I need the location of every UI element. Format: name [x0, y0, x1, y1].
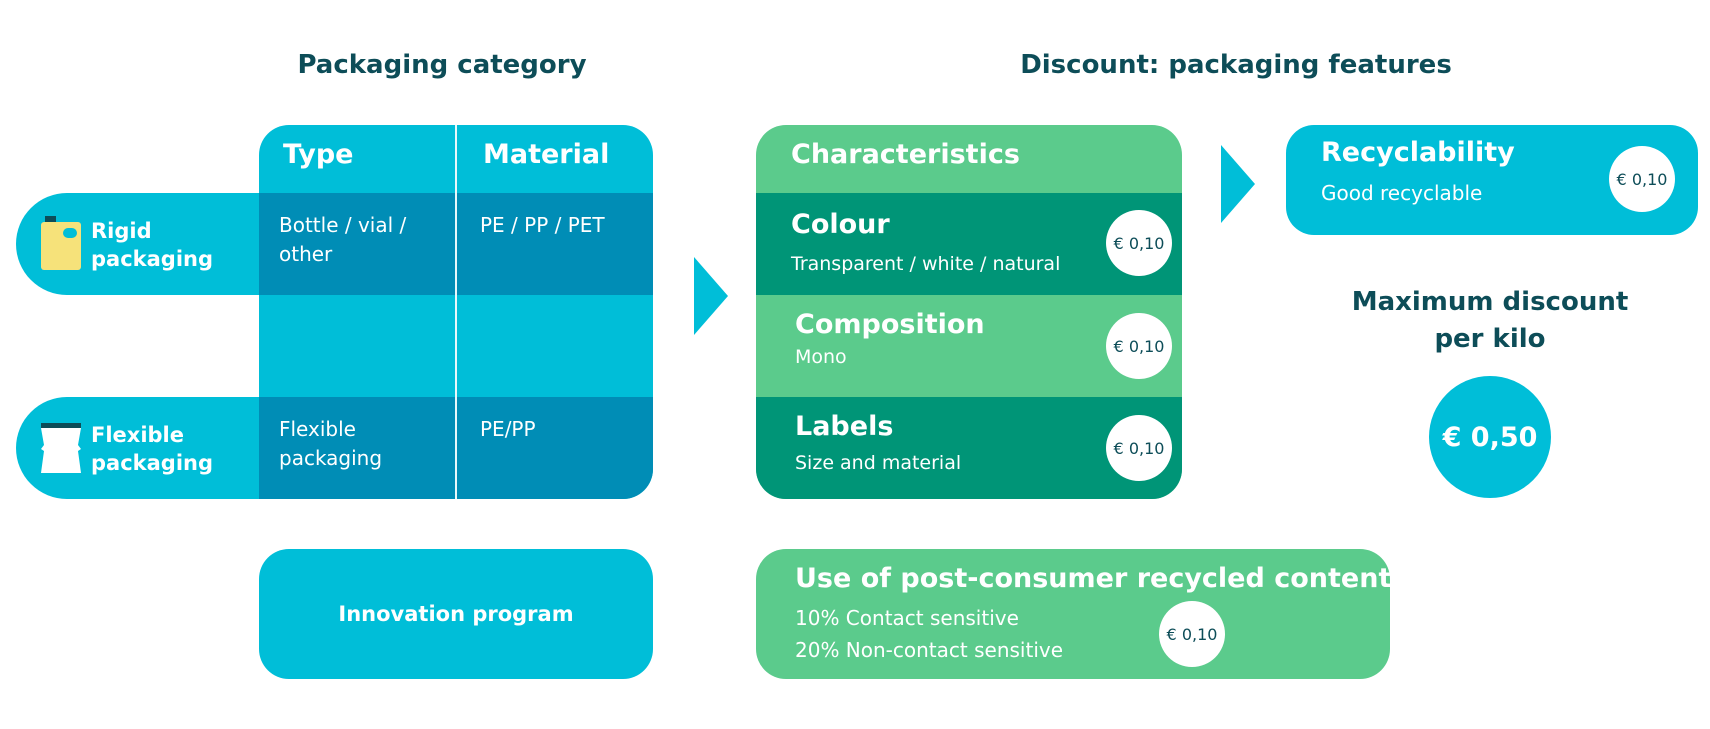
cell-material-flexible: PE/PP — [480, 417, 536, 441]
discount-badge-pcr: € 0,10 — [1159, 601, 1225, 667]
feature-row-colour: Colour Transparent / white / natural € 0… — [756, 193, 1182, 295]
feature-row-composition: Composition Mono € 0,10 — [756, 295, 1182, 397]
column-divider — [455, 125, 457, 499]
cell-type-flexible-line2: packaging — [279, 446, 383, 470]
max-discount-label-line2: per kilo — [1434, 324, 1546, 354]
header-material: Material — [483, 139, 610, 170]
packaging-category-title: Packaging category — [297, 50, 587, 80]
pcr-line-non-contact: 20% Non-contact sensitive — [795, 638, 1064, 662]
jerrycan-icon — [41, 216, 81, 270]
feature-subtitle-labels: Size and material — [795, 452, 962, 474]
innovation-program-box: Innovation program — [259, 549, 653, 679]
arrow-right-icon — [694, 257, 728, 335]
characteristics-box: Characteristics Colour Transparent / whi… — [756, 125, 1182, 499]
innovation-program-label: Innovation program — [338, 602, 574, 626]
pcr-title: Use of post-consumer recycled content — [795, 563, 1392, 594]
discount-badge-composition: € 0,10 — [1106, 313, 1172, 379]
rigid-label: Rigid packaging — [91, 217, 213, 273]
cell-material-rigid: PE / PP / PET — [480, 213, 605, 237]
pcr-line-contact: 10% Contact sensitive — [795, 606, 1019, 630]
pcr-content-box: Use of post-consumer recycled content 10… — [756, 549, 1392, 679]
discount-features-title: Discount: packaging features — [1020, 50, 1452, 80]
rigid-label-line2: packaging — [91, 247, 214, 271]
recyclability-box: Recyclability Good recyclable € 0,10 — [1286, 125, 1698, 235]
max-discount-label: Maximum discount per kilo — [1330, 284, 1650, 358]
max-discount-badge: € 0,50 — [1429, 376, 1551, 498]
pouch-icon — [41, 423, 81, 473]
cell-type-rigid-line1: Bottle / vial / — [279, 213, 407, 237]
feature-title-colour: Colour — [791, 209, 890, 240]
arrow-right-icon-2 — [1221, 145, 1255, 223]
flexible-label-line1: Flexible — [91, 423, 185, 447]
feature-title-labels: Labels — [795, 411, 894, 442]
feature-title-composition: Composition — [795, 309, 985, 340]
max-discount-value: € 0,50 — [1442, 421, 1538, 453]
discount-badge-colour: € 0,10 — [1106, 210, 1172, 276]
flexible-label-line2: packaging — [91, 451, 214, 475]
header-type: Type — [283, 139, 354, 170]
characteristics-header: Characteristics — [791, 139, 1020, 170]
cell-type-rigid-line2: other — [279, 242, 333, 266]
feature-subtitle-composition: Mono — [795, 346, 847, 368]
feature-subtitle-colour: Transparent / white / natural — [791, 253, 1061, 275]
cell-type-flexible: Flexible packaging — [279, 415, 382, 473]
category-table: Type Material Bottle / vial / other PE /… — [259, 125, 653, 499]
discount-badge-labels: € 0,10 — [1106, 415, 1172, 481]
row-flexible-packaging: Flexible packaging — [16, 397, 276, 499]
cell-type-flexible-line1: Flexible — [279, 417, 356, 441]
flexible-label: Flexible packaging — [91, 421, 213, 477]
cell-type-rigid: Bottle / vial / other — [279, 211, 406, 269]
recyclability-title: Recyclability — [1321, 137, 1515, 168]
row-rigid-packaging: Rigid packaging — [16, 193, 276, 295]
recyclability-subtitle: Good recyclable — [1321, 181, 1483, 205]
rigid-label-line1: Rigid — [91, 219, 152, 243]
discount-badge-recyclability: € 0,10 — [1609, 146, 1675, 212]
feature-row-labels: Labels Size and material € 0,10 — [756, 397, 1182, 499]
max-discount-label-line1: Maximum discount — [1351, 287, 1629, 317]
